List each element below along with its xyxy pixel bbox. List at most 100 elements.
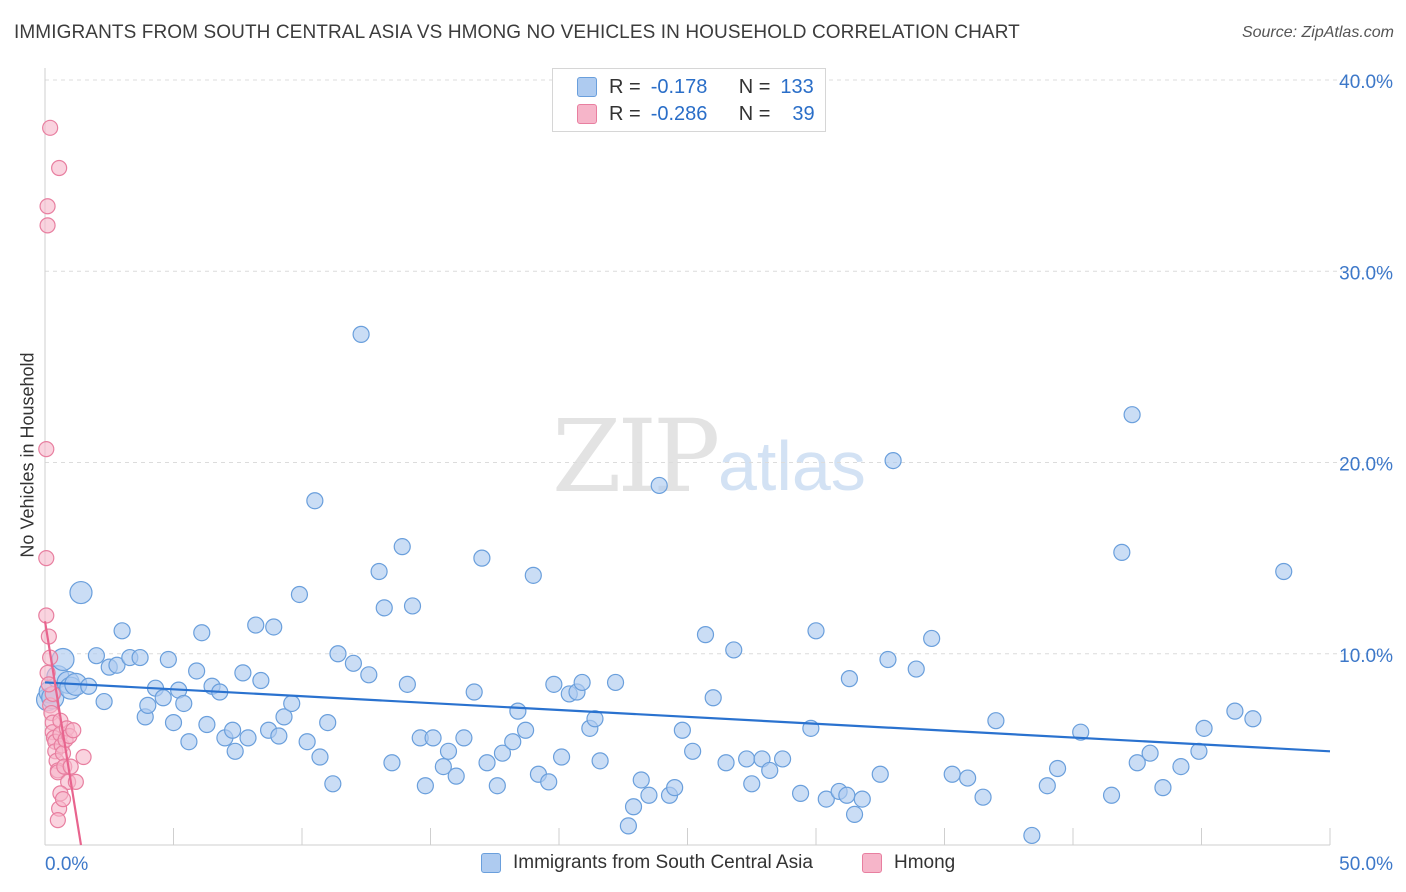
data-point-south-central-asia [632, 771, 650, 789]
data-point-hmong [49, 812, 66, 829]
data-point-south-central-asia [108, 656, 126, 674]
data-point-south-central-asia [226, 742, 244, 760]
legend-row-pink: R = -0.286 N = 39 [577, 101, 815, 127]
data-point-south-central-asia [1195, 719, 1213, 737]
watermark-atlas: atlas [718, 427, 866, 505]
data-point-south-central-asia [761, 761, 779, 780]
data-point-south-central-asia [923, 629, 941, 648]
data-point-hmong [38, 441, 55, 458]
data-point-south-central-asia [298, 733, 316, 751]
data-point-south-central-asia [131, 648, 149, 667]
data-point-south-central-asia [853, 790, 871, 808]
data-point-hmong [75, 748, 92, 766]
data-point-south-central-asia [306, 492, 324, 510]
data-point-hmong [38, 550, 55, 567]
data-point-hmong [40, 676, 57, 693]
data-point-south-central-asia [987, 712, 1005, 730]
data-point-south-central-asia [871, 765, 889, 783]
data-point-south-central-asia [473, 549, 491, 567]
correlation-legend: R = -0.178 N = 133 R = -0.286 N = 39 [552, 68, 826, 132]
legend-label: Immigrants from South Central Asia [513, 852, 813, 873]
data-point-south-central-asia [586, 710, 604, 728]
data-point-hmong [38, 607, 55, 624]
data-point-south-central-asia [807, 622, 825, 640]
data-point-south-central-asia [193, 624, 211, 642]
data-point-south-central-asia [974, 788, 992, 806]
trend-line-hmong [43, 621, 83, 846]
data-point-south-central-asia [234, 664, 252, 682]
data-point-south-central-asia [1072, 723, 1090, 741]
data-point-south-central-asia [87, 647, 106, 665]
blue-swatch-icon [481, 853, 501, 873]
n-label: N = [738, 102, 771, 125]
data-point-south-central-asia [545, 675, 563, 693]
data-point-south-central-asia [465, 683, 483, 701]
data-point-south-central-asia [360, 666, 378, 684]
data-point-south-central-asia [159, 650, 177, 669]
data-point-south-central-asia [139, 696, 157, 714]
source-credit: Source: ZipAtlas.com [1241, 24, 1394, 41]
legend-label: Hmong [894, 852, 956, 873]
data-point-south-central-asia [290, 585, 309, 604]
data-point-south-central-asia [478, 754, 496, 772]
data-point-south-central-asia [175, 694, 193, 713]
data-point-south-central-asia [434, 757, 452, 776]
data-point-south-central-asia [283, 694, 301, 713]
data-point-south-central-asia [884, 451, 902, 470]
r-value: -0.286 [650, 102, 708, 125]
chart-title: IMMIGRANTS FROM SOUTH CENTRAL ASIA VS HM… [14, 22, 1020, 43]
data-point-south-central-asia [773, 750, 792, 768]
n-value: 133 [780, 75, 814, 98]
data-point-south-central-asia [180, 733, 198, 751]
data-point-hmong [54, 745, 72, 762]
data-point-south-central-asia [447, 767, 465, 785]
data-point-south-central-asia [516, 721, 535, 739]
data-point-south-central-asia [1141, 744, 1159, 762]
blue-swatch-icon [577, 77, 597, 97]
data-point-south-central-asia [1172, 757, 1190, 776]
data-point-south-central-asia [329, 645, 347, 663]
data-point-south-central-asia [673, 721, 691, 739]
data-point-hmong [42, 119, 59, 136]
data-point-south-central-asia [791, 784, 810, 802]
data-point-south-central-asia [1190, 742, 1208, 760]
data-point-south-central-asia [324, 775, 342, 793]
data-point-south-central-asia [1226, 702, 1244, 720]
data-point-south-central-asia [840, 670, 859, 688]
data-point-hmong [39, 198, 56, 215]
data-point-south-central-asia [319, 713, 337, 732]
data-point-south-central-asia [907, 660, 925, 678]
data-point-south-central-asia [696, 626, 715, 644]
y-tick-label: 20.0% [1339, 455, 1393, 476]
data-point-south-central-asia [403, 597, 422, 615]
data-point-south-central-asia [80, 677, 98, 695]
data-point-south-central-asia [959, 769, 977, 787]
y-tick-label: 10.0% [1339, 646, 1393, 667]
data-point-south-central-asia [1123, 406, 1141, 424]
data-point-hmong [54, 790, 72, 808]
data-point-south-central-asia [455, 729, 473, 747]
data-point-south-central-asia [247, 616, 265, 634]
data-point-hmong [65, 722, 82, 739]
y-axis-label: No Vehicles in Household [17, 352, 38, 558]
data-point-hmong [62, 758, 79, 775]
r-label: R = [609, 75, 641, 98]
data-point-south-central-asia [424, 729, 442, 747]
data-point-south-central-asia [95, 692, 113, 711]
data-point-south-central-asia [393, 538, 411, 556]
data-point-south-central-asia [619, 817, 637, 835]
r-label: R = [609, 102, 641, 125]
data-point-south-central-asia [591, 752, 609, 770]
data-point-south-central-asia [239, 729, 257, 747]
pink-swatch-icon [577, 104, 597, 124]
data-point-south-central-asia [375, 599, 393, 617]
data-point-south-central-asia [684, 742, 702, 760]
data-point-south-central-asia [164, 713, 183, 732]
data-point-south-central-asia [666, 779, 684, 797]
legend-row-blue: R = -0.178 N = 133 [577, 74, 814, 100]
pink-swatch-icon [862, 853, 882, 873]
data-point-south-central-asia [817, 790, 835, 808]
data-point-south-central-asia [879, 650, 897, 669]
data-point-hmong [51, 159, 68, 177]
